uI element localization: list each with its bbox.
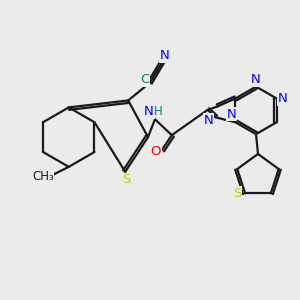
Text: N: N [278, 92, 287, 105]
Text: S: S [233, 187, 242, 200]
Text: C: C [140, 73, 150, 86]
Text: N: N [144, 105, 154, 118]
Text: S: S [122, 173, 130, 186]
Text: N: N [204, 114, 214, 127]
Text: N: N [160, 50, 170, 62]
Text: N: N [251, 73, 261, 86]
Text: H: H [154, 105, 162, 118]
Text: O: O [151, 146, 161, 158]
Text: CH₃: CH₃ [32, 170, 54, 183]
Text: N: N [226, 108, 236, 121]
